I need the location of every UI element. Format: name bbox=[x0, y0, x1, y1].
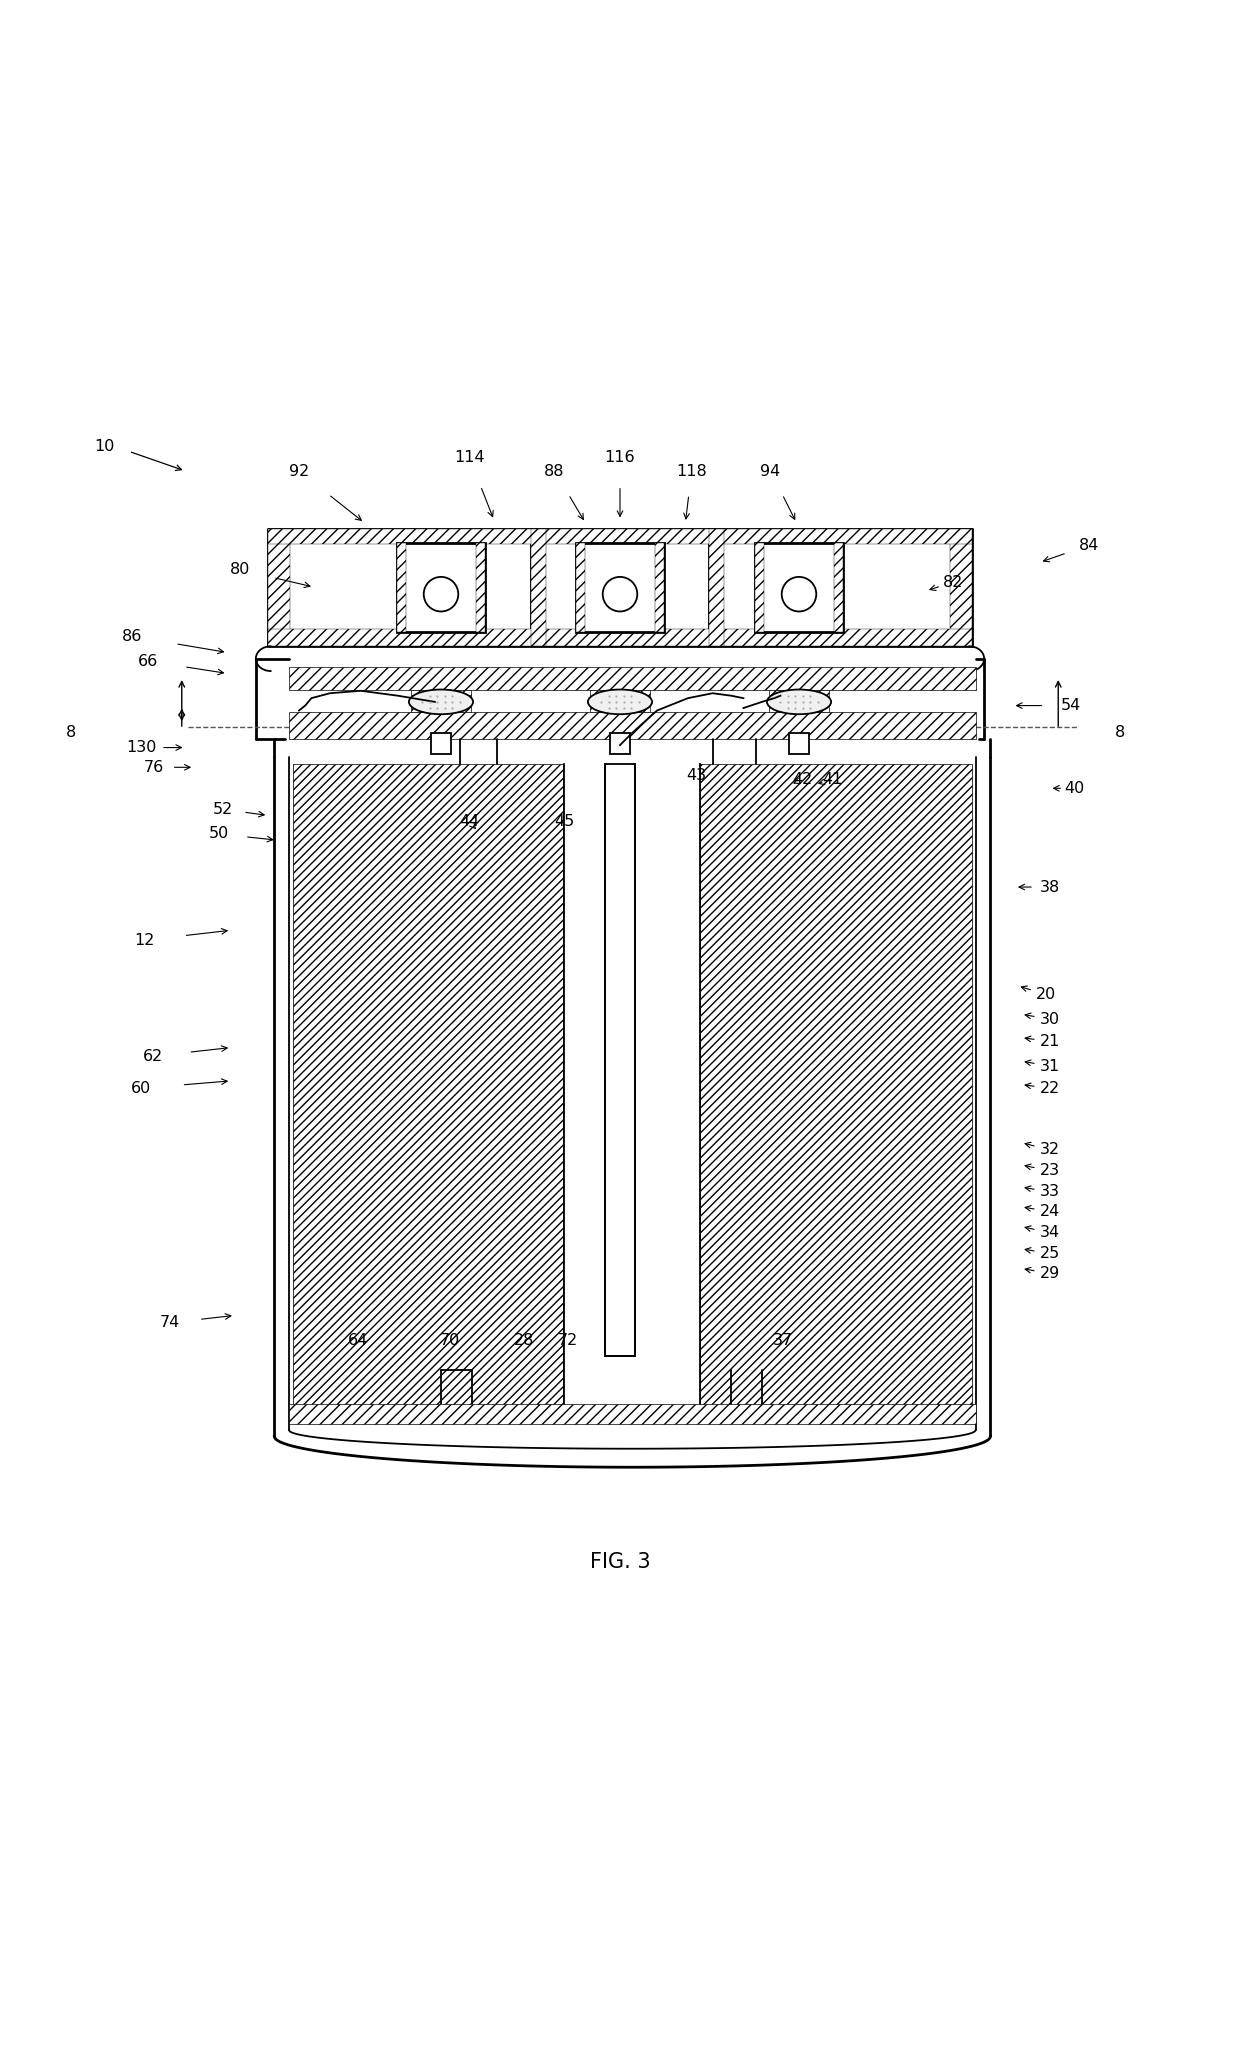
Text: 34: 34 bbox=[1039, 1225, 1060, 1241]
Bar bbox=[268, 630, 972, 646]
Text: 21: 21 bbox=[1039, 1033, 1060, 1050]
Text: 62: 62 bbox=[144, 1050, 164, 1064]
Bar bbox=[789, 733, 808, 753]
Text: 82: 82 bbox=[944, 574, 963, 591]
Text: 24: 24 bbox=[1039, 1204, 1060, 1218]
Bar bbox=[833, 543, 843, 632]
Bar bbox=[755, 543, 764, 632]
Bar bbox=[397, 543, 485, 632]
Text: 70: 70 bbox=[439, 1334, 460, 1348]
Text: 20: 20 bbox=[1035, 988, 1056, 1002]
Text: 76: 76 bbox=[144, 759, 164, 774]
Bar bbox=[769, 689, 828, 712]
Text: 33: 33 bbox=[1039, 1185, 1060, 1200]
Bar bbox=[701, 764, 972, 1406]
Text: 88: 88 bbox=[544, 463, 565, 480]
Text: 45: 45 bbox=[554, 815, 574, 829]
Text: 8: 8 bbox=[66, 724, 76, 741]
Text: 74: 74 bbox=[159, 1315, 180, 1329]
Bar bbox=[412, 689, 471, 712]
Text: 28: 28 bbox=[513, 1334, 534, 1348]
Text: 66: 66 bbox=[139, 654, 159, 669]
Text: 130: 130 bbox=[125, 741, 156, 755]
Bar bbox=[289, 667, 976, 689]
Bar bbox=[575, 543, 665, 632]
Bar bbox=[950, 529, 972, 646]
Text: 30: 30 bbox=[1039, 1013, 1060, 1027]
Bar bbox=[432, 733, 451, 753]
Bar bbox=[755, 543, 843, 632]
Text: 64: 64 bbox=[348, 1334, 368, 1348]
Text: 44: 44 bbox=[459, 815, 480, 829]
Bar bbox=[397, 543, 407, 632]
Bar bbox=[268, 529, 972, 543]
Text: 41: 41 bbox=[822, 772, 842, 786]
Bar bbox=[289, 1404, 976, 1424]
Bar bbox=[605, 764, 635, 1356]
Text: 86: 86 bbox=[123, 630, 143, 644]
Text: 72: 72 bbox=[558, 1334, 578, 1348]
Text: 80: 80 bbox=[229, 562, 250, 578]
Text: 50: 50 bbox=[208, 827, 229, 842]
Text: 60: 60 bbox=[131, 1080, 151, 1095]
Ellipse shape bbox=[588, 689, 652, 714]
Bar bbox=[268, 529, 290, 646]
Text: 40: 40 bbox=[1064, 780, 1085, 796]
Text: 43: 43 bbox=[687, 768, 707, 784]
Text: 8: 8 bbox=[1115, 724, 1125, 741]
Text: 23: 23 bbox=[1039, 1163, 1060, 1179]
Text: 52: 52 bbox=[212, 803, 233, 817]
Bar bbox=[289, 712, 976, 739]
Text: 37: 37 bbox=[773, 1334, 794, 1348]
Text: 118: 118 bbox=[676, 463, 707, 480]
Bar bbox=[564, 764, 701, 1406]
Text: 29: 29 bbox=[1039, 1266, 1060, 1280]
Ellipse shape bbox=[409, 689, 474, 714]
Text: 114: 114 bbox=[454, 451, 485, 465]
Text: 38: 38 bbox=[1039, 879, 1060, 895]
Text: 22: 22 bbox=[1039, 1080, 1060, 1095]
Text: 12: 12 bbox=[135, 932, 155, 947]
Ellipse shape bbox=[766, 689, 831, 714]
Bar bbox=[610, 733, 630, 753]
Bar bbox=[655, 543, 665, 632]
Text: 92: 92 bbox=[289, 463, 309, 480]
Text: 31: 31 bbox=[1039, 1058, 1060, 1074]
Text: 94: 94 bbox=[760, 463, 781, 480]
Bar bbox=[531, 529, 546, 646]
Text: FIG. 3: FIG. 3 bbox=[590, 1552, 650, 1572]
Bar bbox=[709, 529, 724, 646]
Text: 84: 84 bbox=[1079, 537, 1100, 554]
Text: 25: 25 bbox=[1039, 1247, 1060, 1262]
Bar bbox=[293, 764, 564, 1406]
Text: 54: 54 bbox=[1060, 698, 1081, 712]
Text: 10: 10 bbox=[94, 438, 114, 455]
Text: 42: 42 bbox=[792, 772, 813, 786]
Bar bbox=[476, 543, 485, 632]
Text: 32: 32 bbox=[1039, 1142, 1060, 1157]
Bar bbox=[575, 543, 585, 632]
Text: 116: 116 bbox=[605, 451, 635, 465]
Bar bbox=[590, 689, 650, 712]
